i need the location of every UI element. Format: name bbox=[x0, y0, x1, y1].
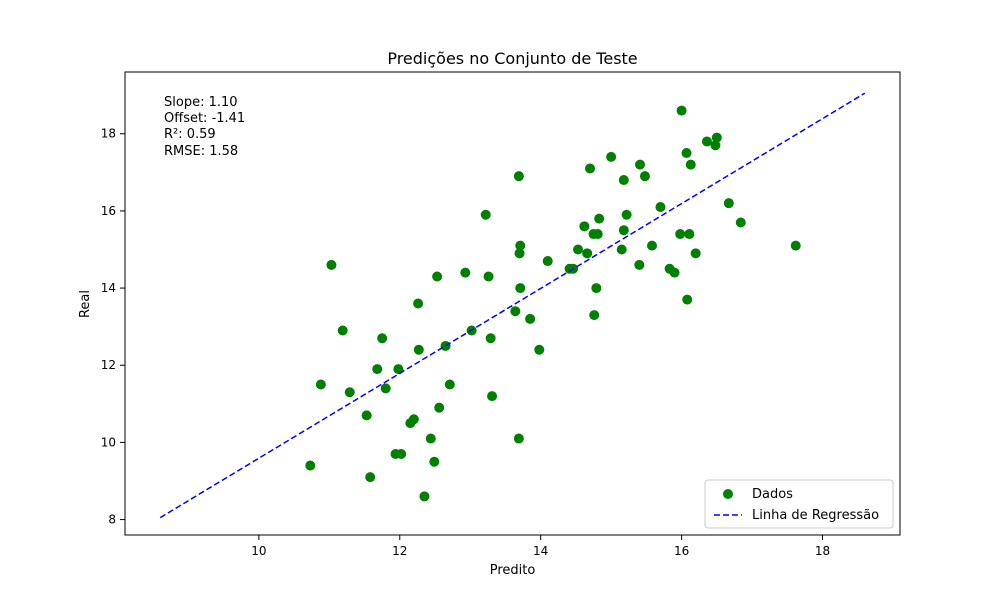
data-point bbox=[655, 202, 666, 213]
data-point bbox=[413, 298, 424, 309]
y-tick-label: 8 bbox=[108, 513, 116, 527]
data-point bbox=[710, 140, 721, 151]
data-point bbox=[525, 313, 536, 324]
slope-text: Slope: 1.10 bbox=[164, 95, 238, 110]
data-point bbox=[573, 244, 584, 255]
chart-title: Predições no Conjunto de Teste bbox=[387, 49, 637, 68]
stats-annotation: Slope: 1.10 Offset: -1.41 R²: 0.59 RMSE:… bbox=[164, 95, 245, 159]
data-point bbox=[690, 248, 701, 259]
data-point bbox=[396, 448, 407, 459]
data-point bbox=[460, 267, 471, 278]
data-point bbox=[634, 259, 645, 270]
r2-text: R²: 0.59 bbox=[164, 127, 216, 142]
data-point bbox=[591, 283, 602, 294]
data-point bbox=[513, 171, 524, 182]
data-point bbox=[432, 271, 443, 282]
data-point bbox=[487, 391, 498, 402]
data-point bbox=[582, 248, 593, 259]
data-point bbox=[635, 159, 646, 170]
data-point bbox=[485, 333, 496, 344]
data-point bbox=[681, 148, 692, 159]
data-point bbox=[372, 364, 383, 375]
legend-label-dados: Dados bbox=[752, 487, 793, 502]
data-point bbox=[606, 151, 617, 162]
data-point bbox=[542, 256, 553, 267]
data-point bbox=[429, 456, 440, 467]
data-point bbox=[701, 136, 712, 147]
plot-frame bbox=[124, 71, 901, 536]
data-point bbox=[514, 248, 525, 259]
data-point bbox=[515, 283, 526, 294]
data-point bbox=[594, 213, 605, 224]
data-point bbox=[361, 410, 372, 421]
x-tick-label: 12 bbox=[392, 544, 407, 558]
x-axis-ticks: 10 12 14 16 18 bbox=[251, 535, 830, 558]
data-point bbox=[621, 209, 632, 220]
data-point bbox=[434, 402, 445, 413]
data-point bbox=[425, 433, 436, 444]
legend-frame bbox=[704, 479, 894, 529]
data-point bbox=[735, 217, 746, 228]
data-point bbox=[589, 310, 600, 321]
plot-area: 10 12 14 16 18 8 10 12 14 16 18 bbox=[101, 71, 901, 558]
plot-background bbox=[125, 72, 900, 535]
data-point bbox=[408, 414, 419, 425]
x-tick-label: 10 bbox=[251, 544, 266, 558]
data-point bbox=[790, 240, 801, 251]
data-point bbox=[592, 229, 603, 240]
data-point bbox=[413, 344, 424, 355]
data-point bbox=[669, 267, 680, 278]
data-point bbox=[393, 364, 404, 375]
y-tick-label: 14 bbox=[101, 281, 116, 295]
data-point bbox=[711, 132, 722, 143]
regression-line bbox=[159, 92, 866, 519]
data-point bbox=[419, 491, 430, 502]
data-point bbox=[326, 259, 337, 270]
y-tick-label: 16 bbox=[101, 204, 116, 218]
offset-text: Offset: -1.41 bbox=[164, 111, 245, 126]
x-axis-label: Predito bbox=[490, 563, 536, 578]
data-point bbox=[647, 240, 657, 251]
x-tick-label: 18 bbox=[815, 544, 830, 558]
legend-marker-dados bbox=[723, 489, 733, 499]
data-point bbox=[682, 294, 693, 305]
data-point bbox=[380, 383, 391, 394]
data-point bbox=[337, 325, 348, 336]
x-tick-label: 16 bbox=[674, 544, 689, 558]
data-point bbox=[685, 159, 696, 170]
y-tick-label: 10 bbox=[101, 435, 116, 449]
data-point bbox=[676, 105, 687, 116]
data-point bbox=[639, 171, 650, 182]
data-point bbox=[513, 433, 524, 444]
x-tick-label: 14 bbox=[533, 544, 548, 558]
data-point bbox=[723, 198, 734, 209]
data-point bbox=[377, 333, 388, 344]
data-point bbox=[365, 472, 376, 483]
data-point bbox=[618, 225, 629, 236]
data-point bbox=[616, 244, 627, 255]
data-point bbox=[483, 271, 494, 282]
data-point bbox=[444, 379, 455, 390]
data-point bbox=[344, 387, 355, 398]
data-point bbox=[315, 379, 326, 390]
data-point bbox=[534, 344, 545, 355]
y-tick-label: 12 bbox=[101, 358, 116, 372]
data-point bbox=[480, 209, 491, 220]
legend: Dados Linha de Regressão bbox=[704, 479, 894, 529]
scatter-series bbox=[305, 105, 801, 502]
y-axis-label: Real bbox=[78, 290, 93, 318]
y-tick-label: 18 bbox=[101, 127, 116, 141]
legend-label-regression: Linha de Regressão bbox=[752, 508, 879, 523]
rmse-text: RMSE: 1.58 bbox=[164, 144, 238, 159]
data-point bbox=[579, 221, 590, 232]
data-point bbox=[684, 229, 695, 240]
data-point bbox=[305, 460, 316, 471]
y-axis-ticks: 8 10 12 14 16 18 bbox=[101, 127, 125, 527]
data-point bbox=[515, 240, 526, 251]
data-point bbox=[510, 306, 521, 317]
data-point bbox=[585, 163, 595, 174]
data-point bbox=[675, 229, 686, 240]
data-point bbox=[618, 175, 629, 186]
